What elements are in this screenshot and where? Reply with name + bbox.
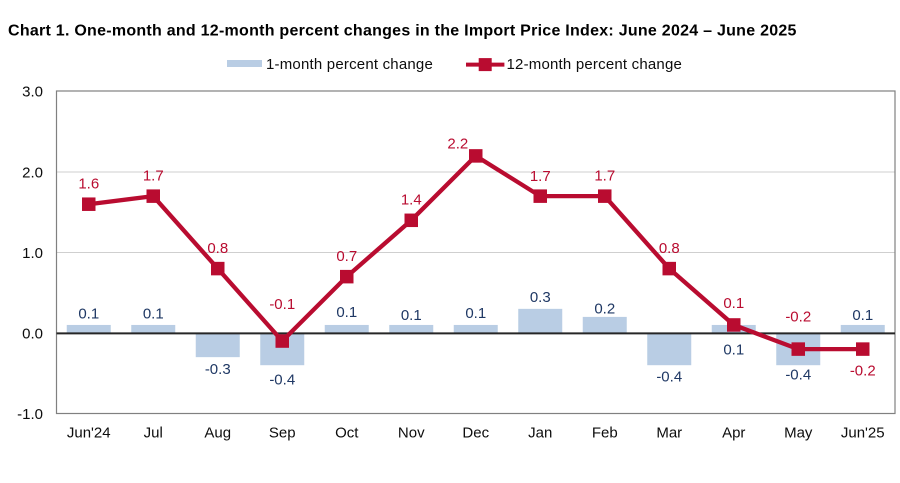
svg-text:0.7: 0.7 (336, 248, 357, 265)
svg-text:1.7: 1.7 (594, 168, 615, 185)
svg-text:Mar: Mar (656, 425, 682, 442)
svg-text:Jan: Jan (528, 425, 552, 442)
svg-text:-0.4: -0.4 (785, 367, 811, 384)
svg-text:Aug: Aug (204, 425, 231, 442)
svg-text:0.1: 0.1 (401, 307, 422, 324)
svg-text:Jun'25: Jun'25 (841, 425, 885, 442)
svg-text:Jun'24: Jun'24 (67, 425, 111, 442)
svg-text:-0.2: -0.2 (785, 308, 811, 325)
svg-text:0.1: 0.1 (723, 295, 744, 312)
svg-text:1.7: 1.7 (530, 168, 551, 185)
svg-text:12-month percent change: 12-month percent change (507, 56, 683, 73)
svg-text:1.7: 1.7 (143, 168, 164, 185)
svg-text:0.1: 0.1 (723, 342, 744, 359)
svg-text:0.2: 0.2 (594, 301, 615, 318)
svg-text:Chart 1. One-month and 12-mont: Chart 1. One-month and 12-month percent … (8, 23, 797, 40)
svg-text:1.6: 1.6 (78, 175, 99, 192)
svg-text:Apr: Apr (722, 425, 745, 442)
svg-text:-0.4: -0.4 (269, 372, 295, 389)
svg-text:0.3: 0.3 (530, 289, 551, 306)
svg-text:-0.3: -0.3 (205, 361, 231, 378)
svg-text:Oct: Oct (335, 425, 359, 442)
svg-text:1.0: 1.0 (22, 245, 43, 262)
svg-text:Jul: Jul (144, 425, 163, 442)
svg-text:May: May (784, 425, 813, 442)
svg-text:0.1: 0.1 (143, 306, 164, 323)
svg-text:0.8: 0.8 (659, 240, 680, 257)
svg-text:Sep: Sep (269, 425, 296, 442)
svg-text:-0.1: -0.1 (269, 296, 295, 313)
svg-text:0.1: 0.1 (336, 304, 357, 321)
svg-text:-1.0: -1.0 (17, 406, 43, 423)
svg-text:Nov: Nov (398, 425, 425, 442)
svg-text:1-month percent change: 1-month percent change (266, 56, 433, 73)
svg-text:Dec: Dec (462, 425, 489, 442)
svg-text:2.2: 2.2 (447, 136, 468, 153)
svg-text:0.8: 0.8 (207, 240, 228, 257)
svg-text:Feb: Feb (592, 425, 618, 442)
svg-text:3.0: 3.0 (22, 83, 43, 100)
svg-text:0.1: 0.1 (78, 306, 99, 323)
svg-text:0.0: 0.0 (22, 325, 43, 342)
svg-text:2.0: 2.0 (22, 164, 43, 181)
svg-text:-0.4: -0.4 (656, 369, 682, 386)
svg-text:0.1: 0.1 (465, 305, 486, 322)
svg-text:-0.2: -0.2 (850, 363, 876, 380)
svg-text:1.4: 1.4 (401, 192, 422, 209)
svg-text:0.1: 0.1 (852, 307, 873, 324)
